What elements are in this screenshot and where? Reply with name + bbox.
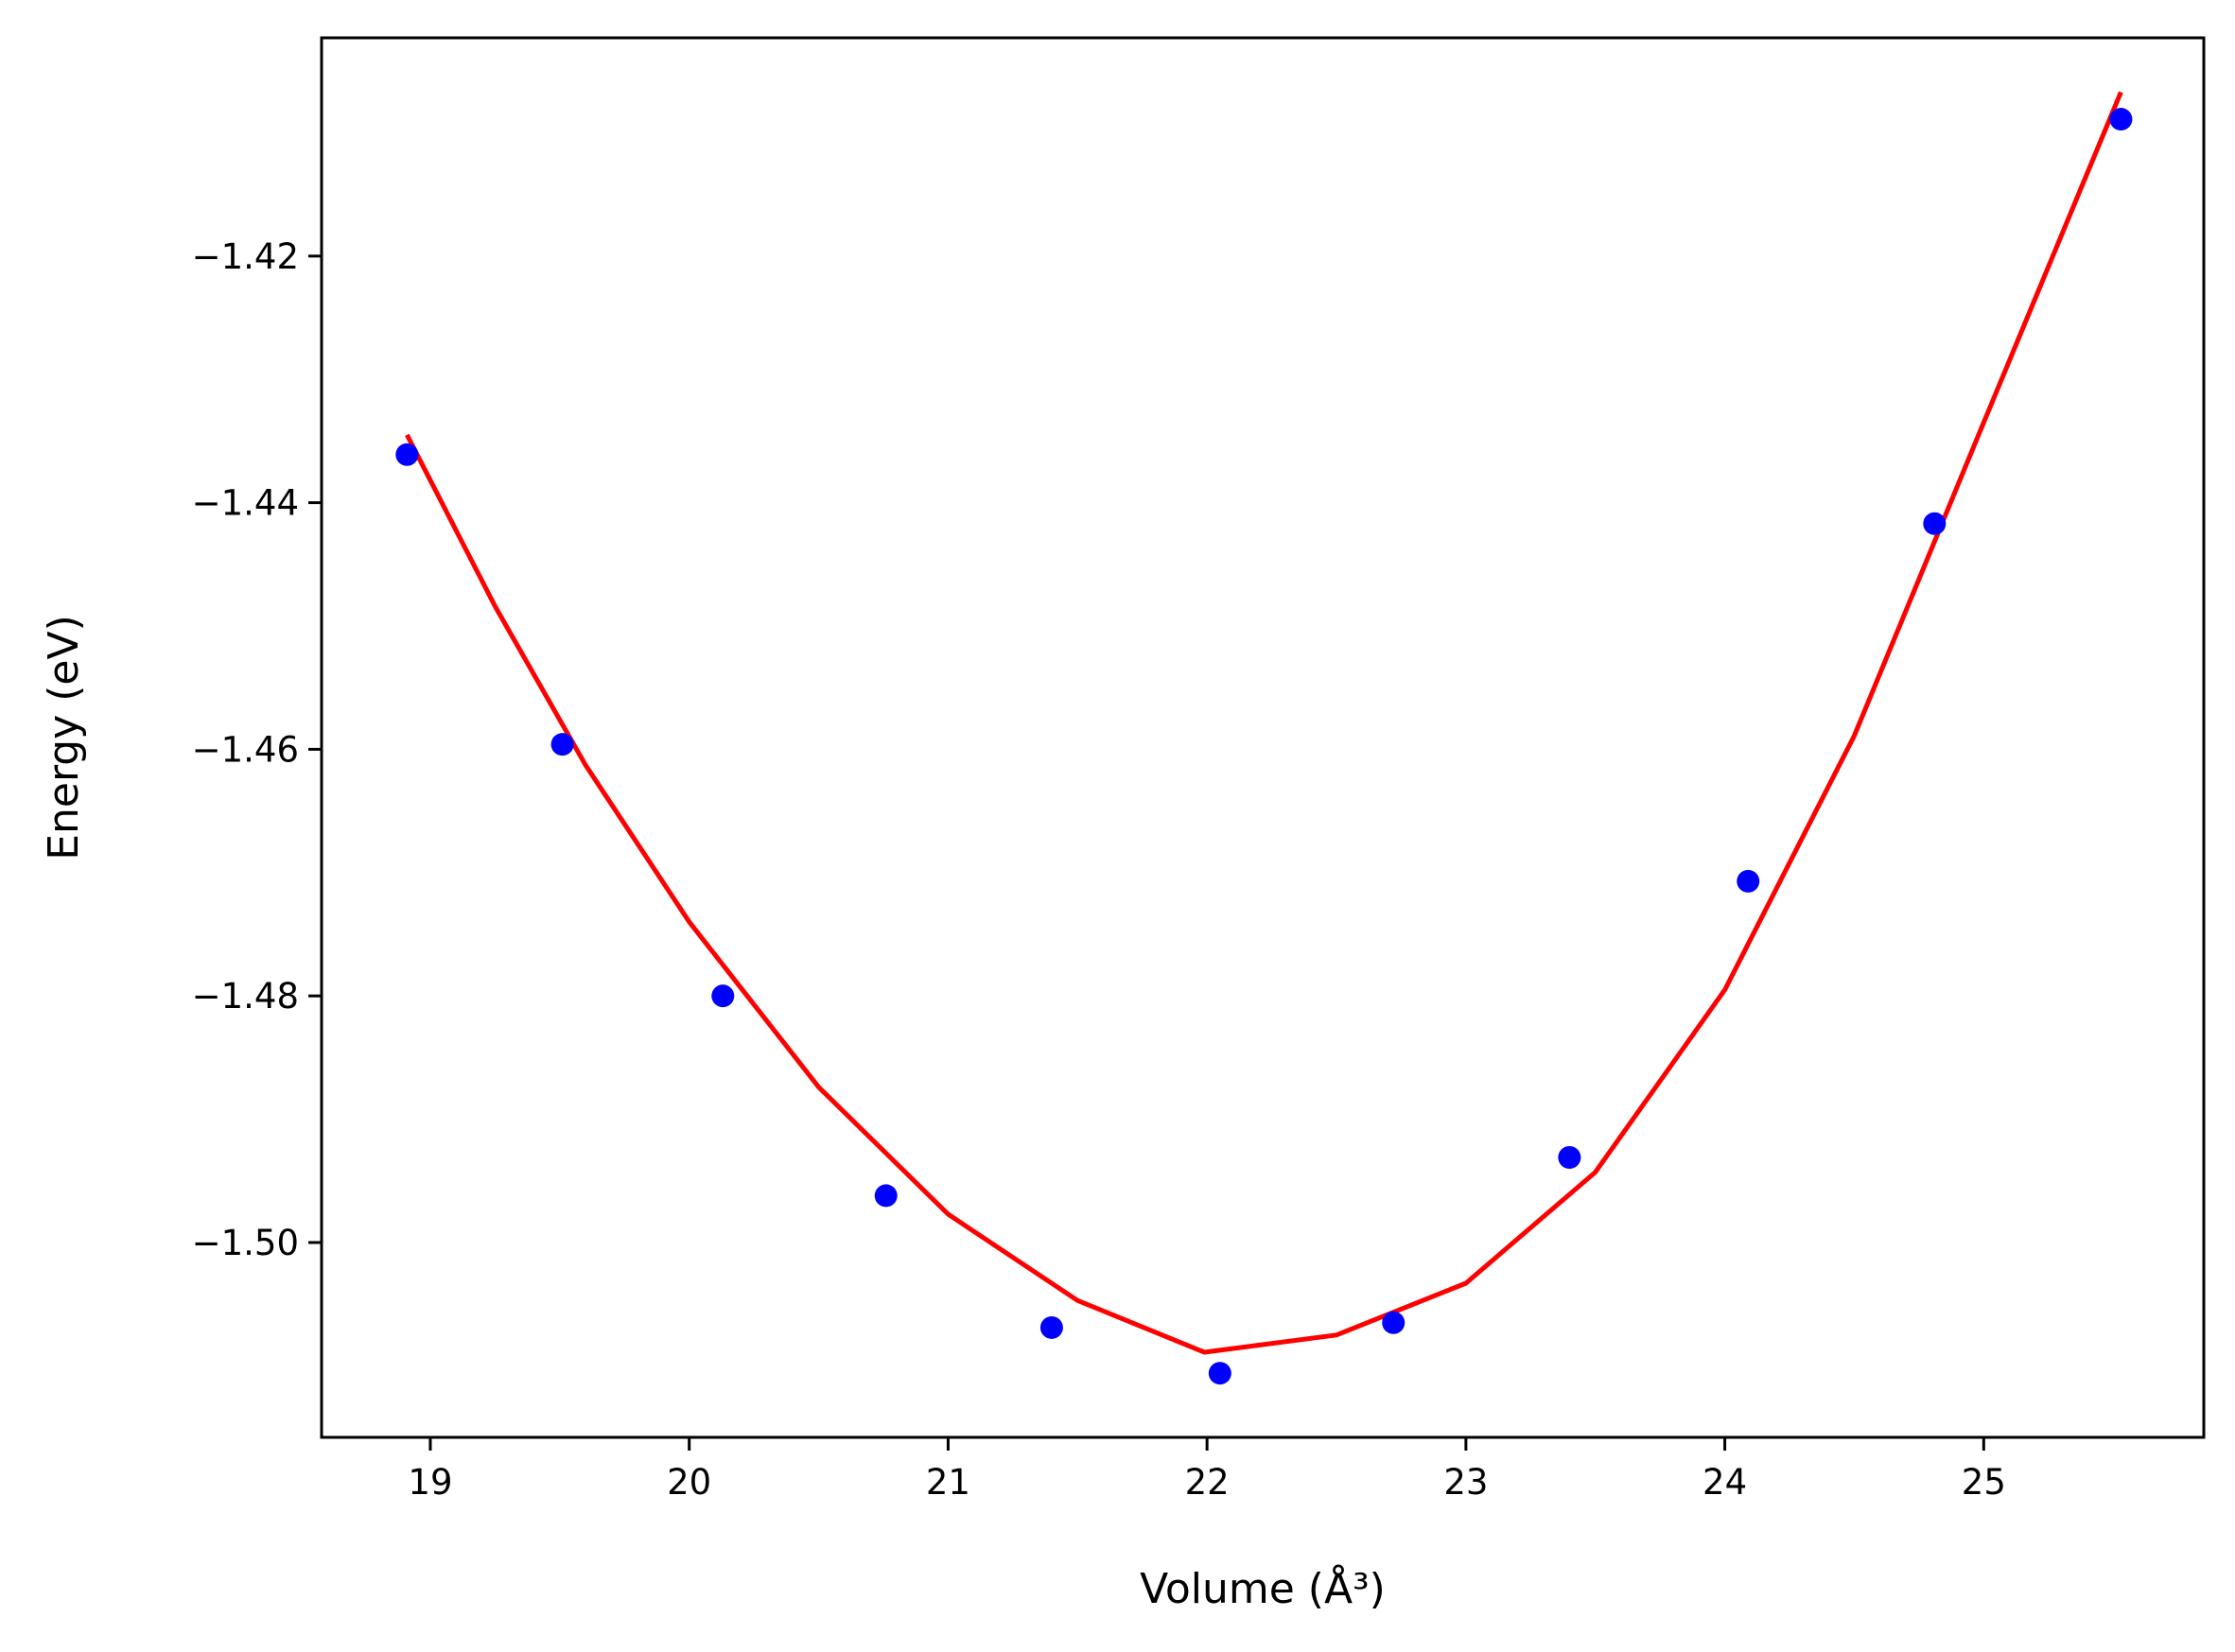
x-axis-title: Volume (Å³) (1140, 1563, 1386, 1613)
y-tick-label: −1.46 (192, 729, 299, 770)
data-point (2109, 108, 2133, 131)
data-point (550, 733, 574, 756)
data-point (1737, 869, 1760, 893)
x-tick-label: 22 (1185, 1462, 1230, 1503)
data-point (874, 1184, 898, 1208)
data-point (1039, 1315, 1063, 1339)
fit-curve (405, 91, 2123, 1355)
y-tick-label: −1.44 (192, 483, 299, 524)
y-tick-label: −1.42 (192, 236, 299, 277)
data-point (1923, 512, 1947, 535)
y-tick-label: −1.48 (192, 976, 299, 1017)
x-tick-label: 24 (1702, 1462, 1747, 1503)
y-axis-title: Energy (eV) (40, 615, 88, 861)
x-tick-label: 20 (667, 1462, 711, 1503)
x-tick-label: 21 (926, 1462, 970, 1503)
data-point (1208, 1362, 1231, 1385)
data-point (711, 984, 735, 1008)
y-tick-label: −1.50 (192, 1223, 299, 1263)
data-point (395, 443, 419, 466)
x-axis-ticks: 19 20 21 22 23 24 25 (408, 1437, 2006, 1503)
x-tick-label: 19 (408, 1462, 452, 1503)
data-point (1558, 1146, 1581, 1169)
x-tick-label: 23 (1443, 1462, 1488, 1503)
series-layer (395, 91, 2133, 1385)
y-axis-ticks: −1.42 −1.44 −1.46 −1.48 −1.50 (192, 236, 322, 1263)
plot-frame (320, 36, 2206, 1439)
data-point (1382, 1311, 1406, 1334)
x-tick-label: 25 (1962, 1462, 2006, 1503)
